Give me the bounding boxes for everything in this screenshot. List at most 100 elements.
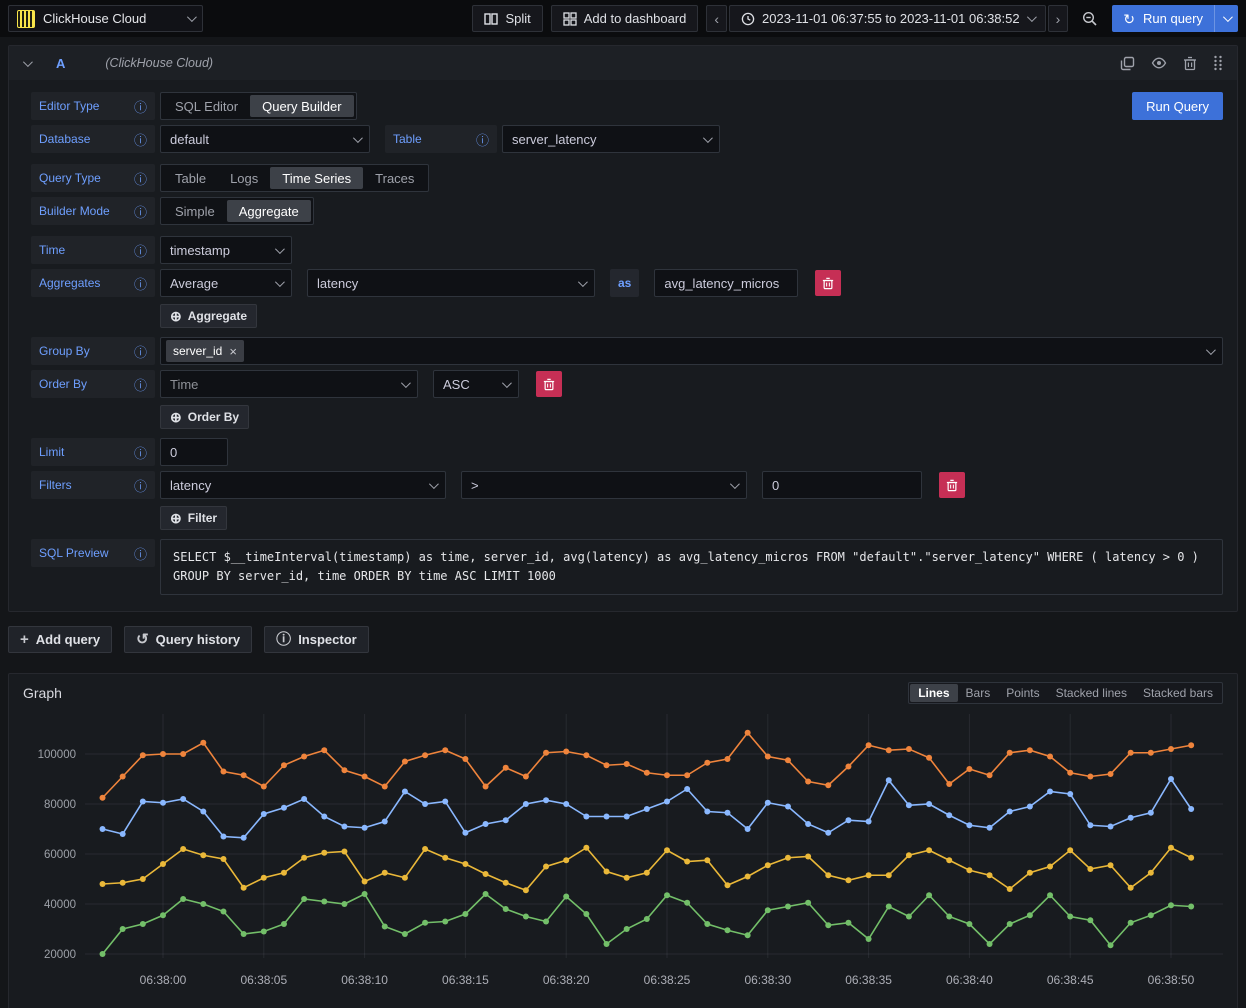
x-axis-tick-label: 06:38:05: [240, 973, 287, 987]
zoom-out-icon: [1082, 11, 1098, 27]
info-icon[interactable]: ⓘ: [134, 544, 147, 563]
info-icon[interactable]: ⓘ: [134, 342, 147, 361]
query-datasource-hint: (ClickHouse Cloud): [105, 56, 213, 70]
filter-value-input[interactable]: [762, 471, 922, 499]
table-select[interactable]: server_latency: [502, 125, 720, 153]
aggregate-column-select[interactable]: latency: [307, 269, 595, 297]
zoom-out-button[interactable]: [1076, 5, 1104, 32]
filter-field-select[interactable]: latency: [160, 471, 446, 499]
info-icon[interactable]: ⓘ: [134, 241, 147, 260]
option-points[interactable]: Points: [998, 684, 1047, 702]
aggregate-function-select[interactable]: Average: [160, 269, 292, 297]
group-by-chip[interactable]: server_id×: [166, 340, 244, 362]
chevron-down-icon: [1206, 345, 1216, 355]
database-select[interactable]: default: [160, 125, 370, 153]
option-table[interactable]: Table: [163, 167, 218, 189]
svg-text:60000: 60000: [44, 849, 76, 861]
trash-icon: [946, 479, 958, 492]
dashboard-grid-icon: [563, 12, 577, 26]
option-aggregate[interactable]: Aggregate: [227, 200, 311, 222]
trash-icon: [543, 378, 555, 391]
option-logs[interactable]: Logs: [218, 167, 270, 189]
limit-label: Limitⓘ: [31, 438, 155, 466]
x-axis-tick-label: 06:38:15: [442, 973, 489, 987]
collapse-chevron-icon[interactable]: [23, 57, 33, 67]
info-icon[interactable]: ⓘ: [134, 202, 147, 221]
filters-label: Filtersⓘ: [31, 471, 155, 499]
option-bars[interactable]: Bars: [958, 684, 999, 702]
option-stacked-lines[interactable]: Stacked lines: [1048, 684, 1135, 702]
info-icon[interactable]: ⓘ: [134, 169, 147, 188]
time-range-forward-button[interactable]: ›: [1048, 5, 1069, 32]
query-type-toggle: TableLogsTime SeriesTraces: [160, 164, 429, 192]
option-stacked-bars[interactable]: Stacked bars: [1135, 684, 1221, 702]
builder-mode-toggle: SimpleAggregate: [160, 197, 314, 225]
sql-preview-text: SELECT $__timeInterval(timestamp) as tim…: [160, 539, 1223, 595]
drag-handle-icon[interactable]: [1213, 55, 1223, 71]
limit-input[interactable]: [160, 438, 228, 466]
inspector-button[interactable]: ⓘ Inspector: [264, 626, 369, 653]
info-icon[interactable]: ⓘ: [476, 130, 489, 149]
group-by-label: Group Byⓘ: [31, 337, 155, 365]
info-icon[interactable]: ⓘ: [134, 130, 147, 149]
option-simple[interactable]: Simple: [163, 200, 227, 222]
x-axis-tick-label: 06:38:20: [543, 973, 590, 987]
time-range-text: 2023-11-01 06:37:55 to 2023-11-01 06:38:…: [762, 11, 1020, 26]
chevron-down-icon: [502, 378, 512, 388]
run-query-split-button[interactable]: ↻ Run query: [1112, 5, 1238, 32]
remove-chip-icon[interactable]: ×: [229, 344, 237, 359]
option-query-builder[interactable]: Query Builder: [250, 95, 353, 117]
svg-text:40000: 40000: [44, 899, 76, 911]
datasource-picker[interactable]: ClickHouse Cloud: [8, 5, 203, 32]
option-sql-editor[interactable]: SQL Editor: [163, 95, 250, 117]
sql-preview-label: SQL Previewⓘ: [31, 539, 155, 567]
order-by-direction-select[interactable]: ASC: [433, 370, 519, 398]
chevron-down-icon: [401, 378, 411, 388]
time-series-chart[interactable]: 2000040000600008000010000006:38:0006:38:…: [9, 706, 1237, 1002]
info-icon[interactable]: ⓘ: [134, 97, 147, 116]
option-lines[interactable]: Lines: [910, 684, 957, 702]
panel-run-query-button[interactable]: Run Query: [1132, 92, 1223, 120]
aggregates-label: Aggregatesⓘ: [31, 269, 155, 297]
order-by-field-select[interactable]: Time: [160, 370, 418, 398]
remove-aggregate-button[interactable]: [815, 270, 841, 296]
graph-style-toggle: LinesBarsPointsStacked linesStacked bars: [908, 682, 1223, 704]
add-order-by-button[interactable]: ⊕Order By: [160, 405, 249, 429]
run-query-dropdown[interactable]: [1214, 5, 1238, 32]
filter-operator-select[interactable]: >: [461, 471, 747, 499]
add-aggregate-button[interactable]: ⊕Aggregate: [160, 304, 257, 328]
graph-panel-title: Graph: [23, 685, 62, 701]
builder-mode-label: Builder Modeⓘ: [31, 197, 155, 225]
query-history-button[interactable]: ↺ Query history: [124, 626, 252, 653]
remove-filter-button[interactable]: [939, 472, 965, 498]
query-type-label: Query Typeⓘ: [31, 164, 155, 192]
editor-type-toggle: SQL EditorQuery Builder: [160, 92, 357, 120]
remove-query-trash-icon[interactable]: [1183, 56, 1197, 71]
split-button[interactable]: Split: [472, 5, 542, 32]
add-to-dashboard-button[interactable]: Add to dashboard: [551, 5, 699, 32]
chevron-down-icon: [275, 277, 285, 287]
aggregate-alias-input[interactable]: [654, 269, 798, 297]
time-label: Timeⓘ: [31, 236, 155, 264]
add-filter-button[interactable]: ⊕Filter: [160, 506, 227, 530]
query-ref-id: A: [56, 56, 65, 71]
info-icon[interactable]: ⓘ: [134, 274, 147, 293]
chevron-down-icon: [429, 479, 439, 489]
option-time-series[interactable]: Time Series: [270, 167, 363, 189]
hide-response-eye-icon[interactable]: [1151, 55, 1167, 71]
info-icon[interactable]: ⓘ: [134, 476, 147, 495]
remove-order-by-button[interactable]: [536, 371, 562, 397]
query-row-header[interactable]: A (ClickHouse Cloud): [9, 46, 1237, 80]
x-axis-tick-label: 06:38:35: [845, 973, 892, 987]
info-icon[interactable]: ⓘ: [134, 443, 147, 462]
add-query-button[interactable]: + Add query: [8, 626, 112, 653]
time-column-select[interactable]: timestamp: [160, 236, 292, 264]
info-icon[interactable]: ⓘ: [134, 375, 147, 394]
time-range-picker[interactable]: 2023-11-01 06:37:55 to 2023-11-01 06:38:…: [729, 5, 1046, 32]
history-icon: ↺: [136, 632, 149, 647]
time-range-back-button[interactable]: ‹: [706, 5, 727, 32]
group-by-multiselect[interactable]: server_id×: [160, 337, 1223, 365]
option-traces[interactable]: Traces: [363, 167, 426, 189]
explore-toolbar: ClickHouse Cloud Split Add to dashboard …: [0, 0, 1246, 37]
duplicate-query-icon[interactable]: [1120, 56, 1135, 71]
